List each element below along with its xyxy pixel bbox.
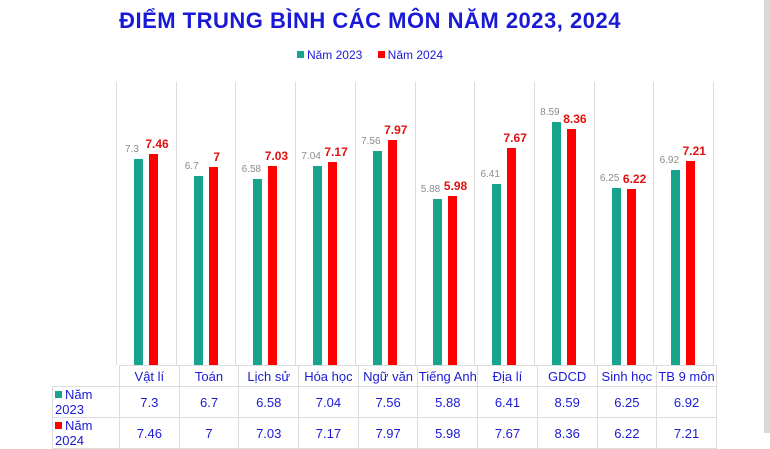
gridline <box>295 82 297 365</box>
legend-item-2023: Năm 2023 <box>296 48 363 62</box>
data-label: 6.92 <box>659 154 680 166</box>
bar-2024 <box>149 154 158 365</box>
gridline <box>653 82 655 365</box>
category-label: Hóa học <box>298 365 359 387</box>
table-cell: 7.46 <box>119 417 180 449</box>
category-label: Vật lí <box>119 365 180 387</box>
bar-2024 <box>507 148 517 365</box>
table-cell: 5.88 <box>417 386 479 418</box>
data-label: 7.3 <box>125 143 139 155</box>
data-label: 6.41 <box>480 168 500 180</box>
bar-2023 <box>671 169 681 365</box>
gridline <box>175 82 177 365</box>
table-cell: 7.3 <box>119 386 180 418</box>
data-label: 7.56 <box>361 136 381 148</box>
category-label: TB 9 môn <box>656 365 717 387</box>
data-label: 6.7 <box>184 160 199 172</box>
bar-2023 <box>492 183 502 365</box>
table-cell: 7.56 <box>357 386 419 418</box>
legend: Năm 2023 Năm 2024 <box>0 48 740 62</box>
gridline <box>593 82 595 365</box>
gridline <box>235 82 237 365</box>
data-label: 7.04 <box>301 151 321 163</box>
gridline <box>474 82 476 365</box>
category-label: GDCD <box>536 365 598 387</box>
data-label: 7 <box>213 150 221 165</box>
data-label: 7.46 <box>145 137 169 152</box>
bar-2024 <box>268 166 278 365</box>
category-label: Lịch sử <box>238 365 300 387</box>
legend-swatch-2023 <box>296 51 304 58</box>
legend-swatch-2024 <box>377 51 385 58</box>
data-label: 5.88 <box>420 183 441 195</box>
data-label: 8.59 <box>540 107 560 119</box>
data-label: 7.67 <box>503 131 527 146</box>
plot-area: 7.3 7.46 6.7 7 6.58 7.03 7.04 7.17 7.56 7.97 5.88 5… <box>116 82 714 365</box>
table-corner <box>53 366 120 387</box>
gridline <box>414 82 416 365</box>
table-cell: 7.04 <box>298 386 359 418</box>
table-cell: 5.98 <box>417 417 479 449</box>
table-cell: 7.17 <box>298 417 359 449</box>
legend-label-2023: Năm 2023 <box>306 48 363 62</box>
table-cell: 7.03 <box>238 417 300 449</box>
bar-2023 <box>432 198 442 365</box>
bar-2023 <box>611 188 621 365</box>
bar-2024 <box>686 161 696 365</box>
table-cell: 6.92 <box>656 386 717 418</box>
bar-2023 <box>193 175 203 365</box>
table-cell: 7.97 <box>357 417 419 449</box>
category-label: Tiếng Anh <box>417 365 479 387</box>
data-label: 7.97 <box>384 122 408 137</box>
data-label: 6.25 <box>599 173 620 185</box>
data-label: 5.98 <box>443 179 468 194</box>
gridline <box>116 82 117 365</box>
data-label: 8.36 <box>563 111 587 126</box>
row-header-2024: Năm 2024 <box>52 417 120 449</box>
bar-2024 <box>387 139 397 365</box>
bar-2023 <box>372 151 382 365</box>
table-cell: 6.22 <box>596 417 658 449</box>
bar-2024 <box>328 162 338 365</box>
bar-2024 <box>566 128 576 365</box>
scrollbar[interactable] <box>764 0 770 433</box>
table-cell: 6.25 <box>596 386 658 418</box>
table-cell: 6.58 <box>238 386 300 418</box>
data-label: 7.17 <box>324 145 348 160</box>
bar-2024 <box>208 167 218 365</box>
legend-label-2024: Năm 2024 <box>387 48 444 62</box>
gridline <box>713 82 714 365</box>
table-cell: 7.21 <box>656 417 717 449</box>
data-label: 7.21 <box>682 144 706 159</box>
bar-2024 <box>626 189 636 365</box>
category-label: Toán <box>178 365 240 387</box>
gridline <box>533 82 535 365</box>
table-cell: 6.41 <box>477 386 538 418</box>
data-label: 6.58 <box>241 164 262 176</box>
chart-title: ĐIỂM TRUNG BÌNH CÁC MÔN NĂM 2023, 2024 <box>119 8 621 33</box>
table-cell: 8.59 <box>536 386 598 418</box>
table-cell: 6.7 <box>178 386 240 418</box>
bar-2024 <box>447 196 457 365</box>
bar-2023 <box>253 179 263 365</box>
bar-2023 <box>134 158 143 365</box>
category-label: Ngữ văn <box>357 365 419 387</box>
table-cell: 7 <box>178 417 240 449</box>
table-cell: 8.36 <box>536 417 598 449</box>
bar-2023 <box>551 122 561 365</box>
legend-item-2024: Năm 2024 <box>377 48 444 62</box>
row-header-2023: Năm 2023 <box>52 386 120 418</box>
bar-2023 <box>313 166 323 365</box>
gridline <box>354 82 356 365</box>
data-label: 6.22 <box>622 172 647 187</box>
data-label: 7.03 <box>264 149 289 164</box>
table-cell: 7.67 <box>477 417 538 449</box>
category-label: Địa lí <box>477 365 538 387</box>
data-table: Vật lí Toán Lịch sử Hóa học Ngữ văn Tiếng Anh… <box>52 365 717 449</box>
category-label: Sinh học <box>596 365 658 387</box>
